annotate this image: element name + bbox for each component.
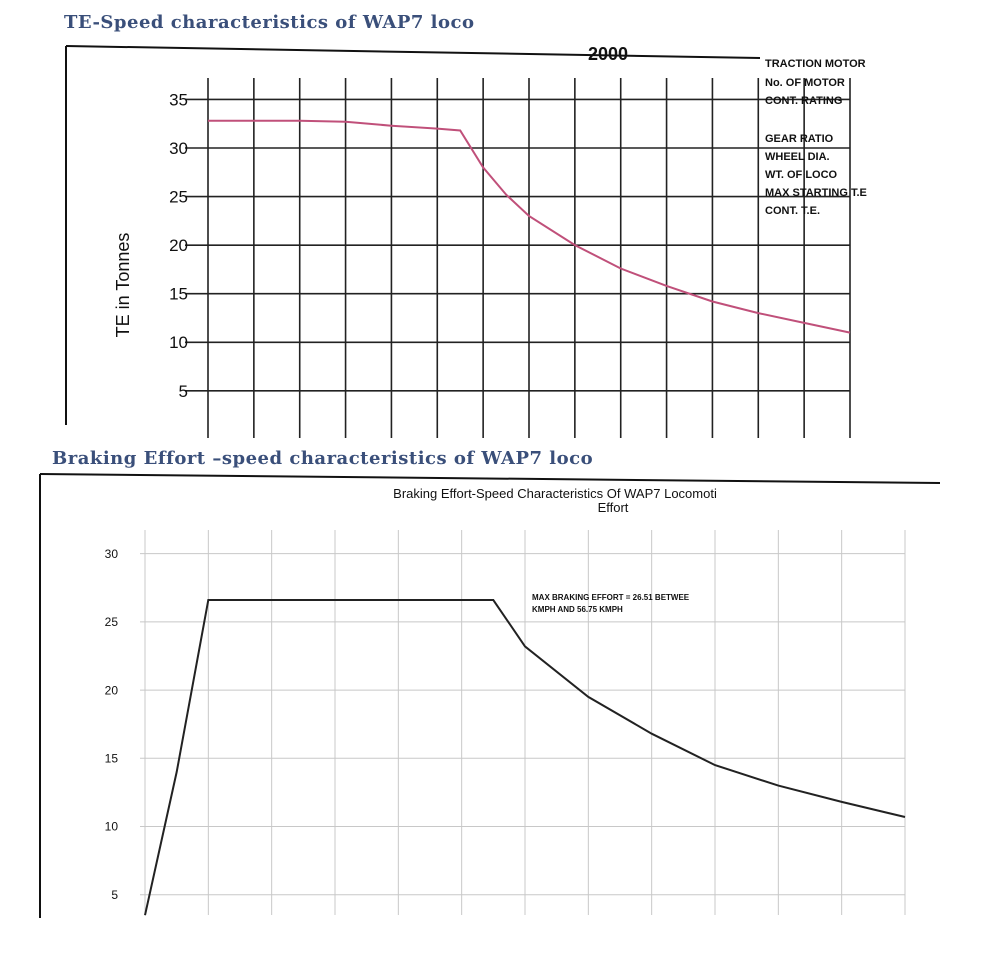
te-annotation: No. OF MOTOR [765,77,845,89]
be-annotation: MAX BRAKING EFFORT = 26.51 BETWEE [532,593,690,602]
te-annotation: CONT. T.E. [765,205,820,217]
te-speed-chart: 2000 5 10 15 20 25 30 35 TE in Tonnes TRACTION… [65,44,867,438]
c1-y-tick-label: 10 [169,333,188,352]
be-section-heading: Braking Effort –speed characteristics of… [52,448,594,469]
be-chart-top-border [39,473,941,484]
te-annotation: MAX STARTING T.E [765,187,867,199]
be-annotation: KMPH AND 56.75 KMPH [532,605,623,614]
te-annotation: WHEEL DIA. [765,151,830,163]
c2-y-tick-label: 20 [105,683,119,697]
be-chart-title: Braking Effort-Speed Characteristics Of … [393,486,717,501]
te-series-line [208,119,851,334]
c1-y-tick-label: 15 [169,285,188,304]
c1-y-tick-label: 25 [169,188,188,207]
c2-y-tick-label: 10 [105,820,119,834]
c1-y-tick-label: 5 [179,382,188,401]
te-section-heading: TE-Speed characteristics of WAP7 loco [64,12,475,33]
te-annotation: GEAR RATIO [765,133,834,145]
c1-y-tick-label: 20 [169,236,188,255]
c1-y-tick-label: 35 [169,90,188,109]
c2-y-tick-label: 25 [105,615,119,629]
te-chart-top-border [65,45,761,59]
te-annotation: TRACTION MOTOR [765,58,866,70]
te-annotation: WT. OF LOCO [765,169,838,181]
c2-y-tick-label: 5 [111,888,118,902]
be-series-line [144,599,906,916]
te-annotation: CONT. RATING [765,95,842,107]
c2-y-tick-label: 15 [105,751,119,765]
braking-effort-chart: Braking Effort-Speed Characteristics Of … [39,473,941,918]
te-y-axis-label: TE in Tonnes [113,233,133,338]
te-top-label: 2000 [588,44,628,64]
c2-y-tick-label: 30 [105,547,119,561]
c1-y-tick-label: 30 [169,139,188,158]
be-chart-subtitle: Effort [598,500,629,515]
